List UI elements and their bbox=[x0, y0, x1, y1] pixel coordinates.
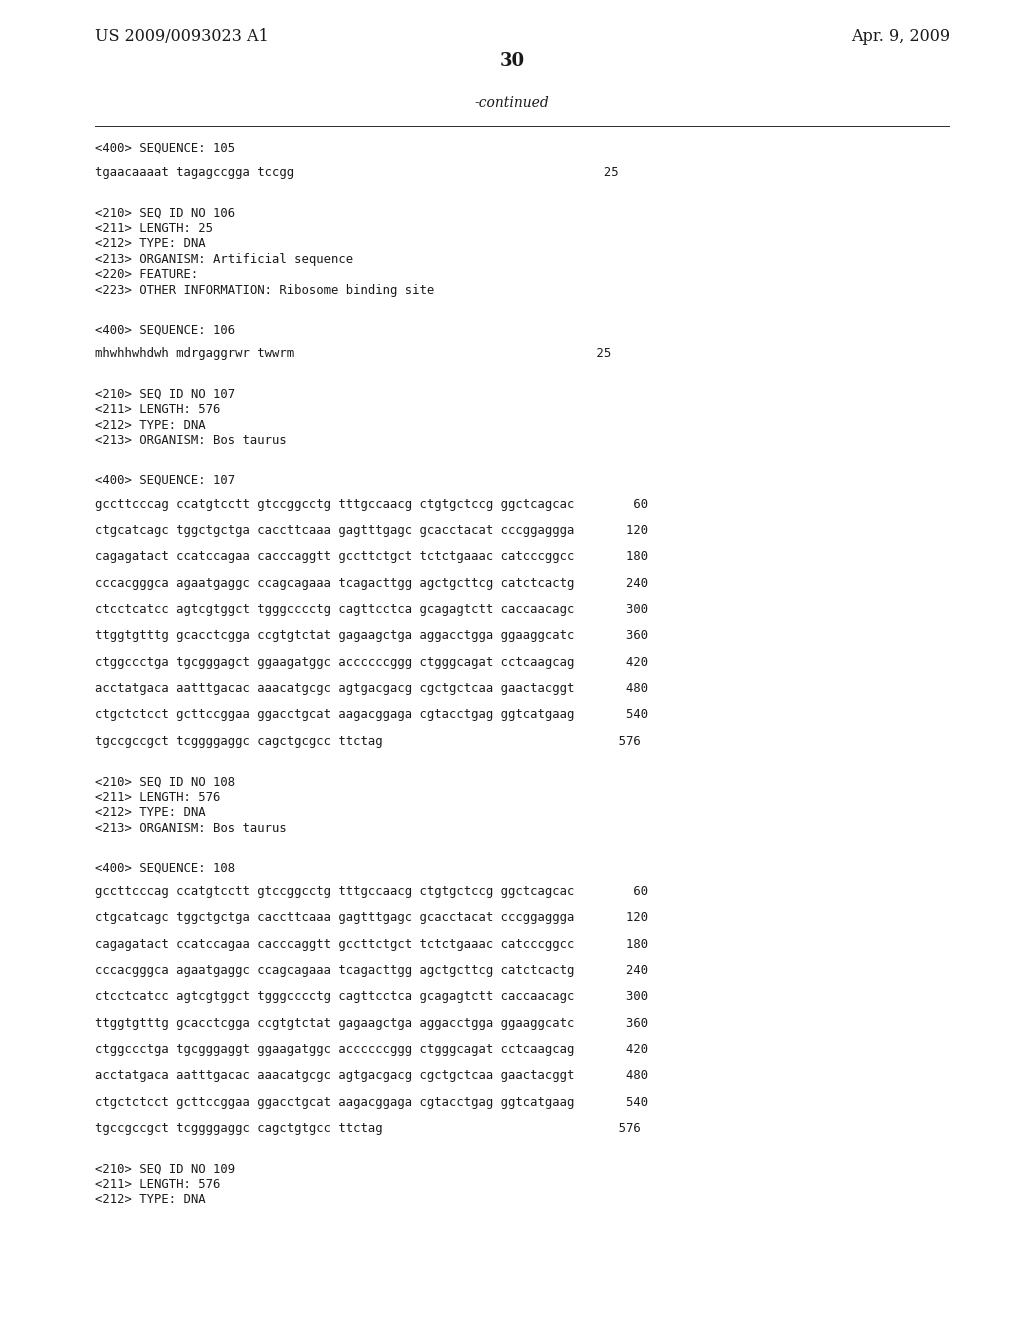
Text: gccttcccag ccatgtcctt gtccggcctg tttgccaacg ctgtgctccg ggctcagcac        60: gccttcccag ccatgtcctt gtccggcctg tttgcca… bbox=[95, 498, 648, 511]
Text: tgccgccgct tcggggaggc cagctgtgcc ttctag                                576: tgccgccgct tcggggaggc cagctgtgcc ttctag … bbox=[95, 1122, 641, 1135]
Text: <400> SEQUENCE: 105: <400> SEQUENCE: 105 bbox=[95, 143, 236, 154]
Text: <212> TYPE: DNA: <212> TYPE: DNA bbox=[95, 418, 206, 432]
Text: US 2009/0093023 A1: US 2009/0093023 A1 bbox=[95, 28, 268, 45]
Text: ttggtgtttg gcacctcgga ccgtgtctat gagaagctga aggacctgga ggaaggcatc       360: ttggtgtttg gcacctcgga ccgtgtctat gagaagc… bbox=[95, 1016, 648, 1030]
Text: <213> ORGANISM: Bos taurus: <213> ORGANISM: Bos taurus bbox=[95, 434, 287, 447]
Text: <210> SEQ ID NO 108: <210> SEQ ID NO 108 bbox=[95, 775, 236, 788]
Text: gccttcccag ccatgtcctt gtccggcctg tttgccaacg ctgtgctccg ggctcagcac        60: gccttcccag ccatgtcctt gtccggcctg tttgcca… bbox=[95, 884, 648, 898]
Text: <211> LENGTH: 576: <211> LENGTH: 576 bbox=[95, 791, 220, 804]
Text: ctggccctga tgcgggaggt ggaagatggc accccccggg ctgggcagat cctcaagcag       420: ctggccctga tgcgggaggt ggaagatggc acccccc… bbox=[95, 1043, 648, 1056]
Text: tgaacaaaat tagagccgga tccgg                                          25: tgaacaaaat tagagccgga tccgg 25 bbox=[95, 166, 618, 180]
Text: <211> LENGTH: 576: <211> LENGTH: 576 bbox=[95, 1177, 220, 1191]
Text: <400> SEQUENCE: 106: <400> SEQUENCE: 106 bbox=[95, 323, 236, 337]
Text: <400> SEQUENCE: 107: <400> SEQUENCE: 107 bbox=[95, 474, 236, 487]
Text: <213> ORGANISM: Bos taurus: <213> ORGANISM: Bos taurus bbox=[95, 821, 287, 834]
Text: ctcctcatcc agtcgtggct tgggcccctg cagttcctca gcagagtctt caccaacagc       300: ctcctcatcc agtcgtggct tgggcccctg cagttcc… bbox=[95, 990, 648, 1003]
Text: ctggccctga tgcgggagct ggaagatggc accccccggg ctgggcagat cctcaagcag       420: ctggccctga tgcgggagct ggaagatggc acccccc… bbox=[95, 656, 648, 669]
Text: ctgcatcagc tggctgctga caccttcaaa gagtttgagc gcacctacat cccggaggga       120: ctgcatcagc tggctgctga caccttcaaa gagtttg… bbox=[95, 524, 648, 537]
Text: ctgcatcagc tggctgctga caccttcaaa gagtttgagc gcacctacat cccggaggga       120: ctgcatcagc tggctgctga caccttcaaa gagtttg… bbox=[95, 911, 648, 924]
Text: <400> SEQUENCE: 108: <400> SEQUENCE: 108 bbox=[95, 861, 236, 874]
Text: <213> ORGANISM: Artificial sequence: <213> ORGANISM: Artificial sequence bbox=[95, 253, 353, 265]
Text: <210> SEQ ID NO 109: <210> SEQ ID NO 109 bbox=[95, 1163, 236, 1176]
Text: tgccgccgct tcggggaggc cagctgcgcc ttctag                                576: tgccgccgct tcggggaggc cagctgcgcc ttctag … bbox=[95, 735, 641, 747]
Text: cccacgggca agaatgaggc ccagcagaaa tcagacttgg agctgcttcg catctcactg       240: cccacgggca agaatgaggc ccagcagaaa tcagact… bbox=[95, 577, 648, 590]
Text: <211> LENGTH: 25: <211> LENGTH: 25 bbox=[95, 222, 213, 235]
Text: acctatgaca aatttgacac aaacatgcgc agtgacgacg cgctgctcaa gaactacggt       480: acctatgaca aatttgacac aaacatgcgc agtgacg… bbox=[95, 1069, 648, 1082]
Text: cagagatact ccatccagaa cacccaggtt gccttctgct tctctgaaac catcccggcc       180: cagagatact ccatccagaa cacccaggtt gccttct… bbox=[95, 550, 648, 564]
Text: <212> TYPE: DNA: <212> TYPE: DNA bbox=[95, 1193, 206, 1206]
Text: cagagatact ccatccagaa cacccaggtt gccttctgct tctctgaaac catcccggcc       180: cagagatact ccatccagaa cacccaggtt gccttct… bbox=[95, 937, 648, 950]
Text: -continued: -continued bbox=[475, 96, 549, 110]
Text: ctcctcatcc agtcgtggct tgggcccctg cagttcctca gcagagtctt caccaacagc       300: ctcctcatcc agtcgtggct tgggcccctg cagttcc… bbox=[95, 603, 648, 616]
Text: <212> TYPE: DNA: <212> TYPE: DNA bbox=[95, 807, 206, 818]
Text: <220> FEATURE:: <220> FEATURE: bbox=[95, 268, 199, 281]
Text: <223> OTHER INFORMATION: Ribosome binding site: <223> OTHER INFORMATION: Ribosome bindin… bbox=[95, 284, 434, 297]
Text: mhwhhwhdwh mdrgaggrwr twwrm                                         25: mhwhhwhdwh mdrgaggrwr twwrm 25 bbox=[95, 347, 611, 360]
Text: cccacgggca agaatgaggc ccagcagaaa tcagacttgg agctgcttcg catctcactg       240: cccacgggca agaatgaggc ccagcagaaa tcagact… bbox=[95, 964, 648, 977]
Text: Apr. 9, 2009: Apr. 9, 2009 bbox=[851, 28, 950, 45]
Text: ctgctctcct gcttccggaa ggacctgcat aagacggaga cgtacctgag ggtcatgaag       540: ctgctctcct gcttccggaa ggacctgcat aagacgg… bbox=[95, 1096, 648, 1109]
Text: <212> TYPE: DNA: <212> TYPE: DNA bbox=[95, 238, 206, 251]
Text: <210> SEQ ID NO 106: <210> SEQ ID NO 106 bbox=[95, 206, 236, 219]
Text: <210> SEQ ID NO 107: <210> SEQ ID NO 107 bbox=[95, 388, 236, 400]
Text: ttggtgtttg gcacctcgga ccgtgtctat gagaagctga aggacctgga ggaaggcatc       360: ttggtgtttg gcacctcgga ccgtgtctat gagaagc… bbox=[95, 630, 648, 643]
Text: acctatgaca aatttgacac aaacatgcgc agtgacgacg cgctgctcaa gaactacggt       480: acctatgaca aatttgacac aaacatgcgc agtgacg… bbox=[95, 682, 648, 696]
Text: 30: 30 bbox=[500, 51, 524, 70]
Text: <211> LENGTH: 576: <211> LENGTH: 576 bbox=[95, 403, 220, 416]
Text: ctgctctcct gcttccggaa ggacctgcat aagacggaga cgtacctgag ggtcatgaag       540: ctgctctcct gcttccggaa ggacctgcat aagacgg… bbox=[95, 709, 648, 722]
